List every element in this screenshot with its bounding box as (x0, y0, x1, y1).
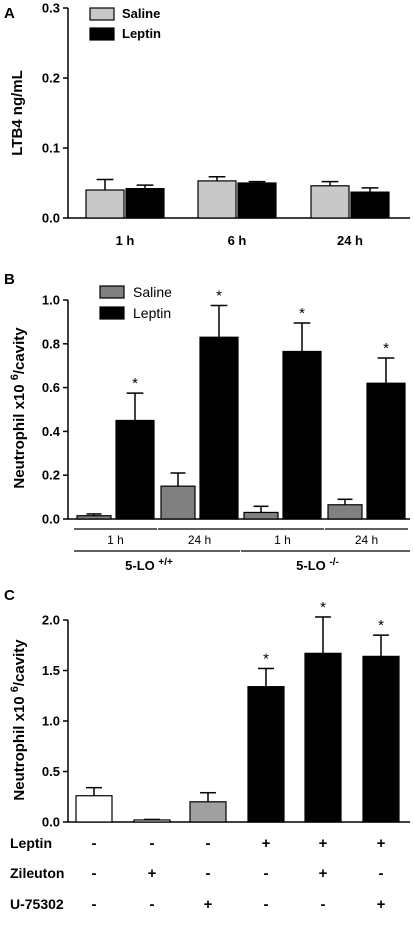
panel-a-legend-swatch (89, 27, 115, 41)
panel-a-category-label: 24 h (337, 233, 363, 248)
panel-b-y-tick-label: 0.2 (42, 468, 60, 483)
panel-b-group-label: 5-LO +/+ (125, 557, 173, 574)
panel-c-y-tick-label: 0.0 (42, 815, 60, 830)
panel-c-y-tick-label: 0.5 (42, 764, 60, 779)
panel-b-saline-bar (327, 504, 363, 520)
panel-a-leptin-bar (237, 182, 277, 219)
panel-a-category-label: 1 h (116, 233, 135, 248)
panel-c-treatment-sign: - (92, 896, 97, 913)
panel-b-label: B (4, 271, 15, 288)
panel-c-treatment-sign: - (206, 835, 211, 852)
panel-a-legend-label: Leptin (122, 26, 161, 41)
panel-c-treatment-sign: + (262, 835, 271, 852)
panel-c-treatment-sign: - (206, 865, 211, 882)
panel-c: C 0.0 0.5 1.0 1.5 2.0 Neutrophil x10 6/cavity… (4, 587, 410, 913)
panel-a-leptin-bar (125, 188, 165, 219)
panel-b-y-tick-label: 1.0 (42, 293, 60, 308)
panel-b-y-axis-label: Neutrophil x10 6/cavity (9, 327, 28, 489)
panel-c-treatment-sign: - (264, 865, 269, 882)
panel-a-saline-bar (85, 189, 125, 219)
panel-c-treatment-sign: + (377, 896, 386, 913)
panel-b-leptin-significance-star: * (216, 287, 222, 304)
panel-a-legend-swatch (89, 7, 115, 21)
panel-c-bar-6-bar (362, 655, 400, 823)
panel-b-saline-bar (160, 485, 196, 520)
panel-a-y-tick-label: 0.0 (42, 211, 60, 226)
panel-c-bar-6-significance-star: * (378, 617, 384, 634)
panel-c-treatment-sign: + (319, 835, 328, 852)
panel-a-saline-bar (197, 180, 237, 219)
panel-b-category-label: 24 h (355, 533, 378, 547)
panel-c-treatment-sign: + (377, 835, 386, 852)
panel-b-leptin-significance-star: * (132, 375, 138, 392)
panel-b-leptin-bar (199, 336, 239, 520)
panel-c-treatment-name: Zileuton (10, 865, 64, 881)
panel-b-category-label: 1 h (274, 533, 291, 547)
panel-b-y-tick-label: 0.0 (42, 512, 60, 527)
panel-c-treatment-sign: - (150, 835, 155, 852)
panel-b-leptin-significance-star: * (383, 340, 389, 357)
panel-c-treatment-sign: - (92, 835, 97, 852)
panel-c-bar-3-bar (189, 801, 227, 823)
panel-c-y-axis-label: Neutrophil x10 6/cavity (9, 639, 28, 801)
panel-c-treatment-name: U-75302 (10, 896, 64, 912)
panel-c-treatment-sign: - (321, 896, 326, 913)
panel-b-legend-swatch (99, 306, 125, 320)
panel-c-bar-2-bar (133, 819, 171, 823)
panel-b-category-label: 1 h (107, 533, 124, 547)
panel-b-leptin-bar (115, 419, 155, 520)
panel-b-y-tick-label: 0.8 (42, 336, 60, 351)
panel-c-treatment-sign: + (148, 865, 157, 882)
panel-b-legend-label: Saline (133, 284, 172, 300)
panel-c-treatment-sign: - (264, 896, 269, 913)
panel-b: B 0.0 0.2 0.4 0.6 0.8 1.0 Neutrophil x10 6/cav… (4, 271, 410, 573)
panel-c-y-tick-label: 1.5 (42, 663, 60, 678)
panel-a: A 0.0 0.1 0.2 0.3 LTB4 ng/mL 1 h 6 h 24 h Saline… (4, 1, 410, 248)
panel-c-treatment-sign: + (204, 896, 213, 913)
panel-a-y-tick-label: 0.1 (42, 141, 60, 156)
panel-a-leptin-bar (350, 191, 390, 219)
panel-c-y-tick-label: 1.0 (42, 714, 60, 729)
panel-c-treatment-name: Leptin (10, 835, 52, 851)
panel-a-category-label: 6 h (228, 233, 247, 248)
panel-a-y-tick-label: 0.2 (42, 71, 60, 86)
panel-a-legend-label: Saline (122, 6, 160, 21)
panel-c-treatment-sign: - (150, 896, 155, 913)
panel-c-label: C (4, 587, 15, 604)
panel-c-treatment-sign: - (92, 865, 97, 882)
panel-b-leptin-bar (366, 382, 406, 520)
panel-c-bar-4-significance-star: * (263, 650, 269, 667)
panel-c-y-tick-label: 2.0 (42, 613, 60, 628)
panel-a-y-axis-label: LTB4 ng/mL (9, 70, 26, 156)
panel-c-bar-1-bar (75, 795, 113, 823)
panel-a-y-tick-label: 0.3 (42, 1, 60, 16)
panel-b-leptin-significance-star: * (299, 305, 305, 322)
panel-b-leptin-bar (282, 350, 322, 520)
panel-b-y-tick-label: 0.4 (42, 424, 61, 439)
panel-b-legend-label: Leptin (133, 305, 171, 321)
panel-c-bar-5-bar (304, 652, 342, 823)
panel-b-category-label: 24 h (188, 533, 211, 547)
panel-b-y-tick-label: 0.6 (42, 380, 60, 395)
panel-a-label: A (4, 5, 15, 22)
panel-b-saline-bar (76, 515, 112, 520)
panel-c-bar-4-bar (247, 686, 285, 823)
panel-a-saline-bar (310, 185, 350, 219)
panel-b-legend-swatch (99, 285, 125, 299)
panel-b-saline-bar (243, 511, 279, 520)
panel-c-bar-5-significance-star: * (320, 599, 326, 616)
panel-c-treatment-sign: - (379, 865, 384, 882)
panel-b-group-label: 5-LO -/- (296, 557, 339, 574)
panel-c-treatment-sign: + (319, 865, 328, 882)
